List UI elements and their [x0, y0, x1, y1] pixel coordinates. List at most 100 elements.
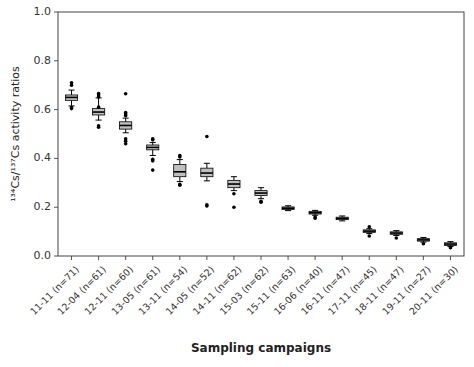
flier: [232, 192, 236, 196]
y-tick: [54, 109, 58, 110]
whisker-high: [179, 160, 180, 165]
whisker-low: [125, 129, 126, 133]
box-group: [228, 177, 240, 209]
box: [417, 239, 429, 241]
median: [390, 232, 402, 234]
box: [363, 230, 375, 232]
box-group: [65, 81, 77, 110]
whisker-high: [71, 90, 72, 95]
whisker-high: [233, 177, 234, 181]
flier: [70, 106, 74, 110]
flier: [124, 92, 128, 96]
cap-high: [285, 205, 291, 206]
flier: [259, 201, 263, 205]
cap-high: [123, 118, 129, 119]
whisker-low: [71, 100, 72, 106]
median: [417, 239, 429, 241]
box-group: [363, 225, 375, 238]
cap-high: [393, 230, 399, 231]
x-tick: [98, 256, 99, 260]
box: [147, 145, 159, 150]
x-tick: [152, 256, 153, 260]
x-tick: [179, 256, 180, 260]
median: [147, 147, 159, 149]
cap-low: [366, 233, 372, 234]
flier: [395, 236, 399, 240]
median: [336, 218, 348, 220]
box: [444, 243, 456, 246]
x-tick: [206, 256, 207, 260]
cap-high: [339, 215, 345, 216]
box-group: [444, 242, 456, 250]
y-tick-label: 0.0: [34, 249, 52, 262]
box-group: [417, 237, 429, 245]
cap-low: [150, 155, 156, 156]
plot-frame: [58, 12, 464, 256]
median: [363, 230, 375, 232]
box: [309, 211, 321, 214]
whisker-low: [152, 150, 153, 156]
flier: [151, 138, 155, 142]
flier: [205, 203, 209, 207]
box-group: [147, 137, 159, 172]
median: [309, 212, 321, 214]
flier: [232, 205, 236, 209]
flier: [124, 111, 128, 115]
x-tick: [450, 256, 451, 260]
x-tick: [342, 256, 343, 260]
x-axis-label: Sampling campaigns: [191, 341, 331, 355]
flier: [205, 135, 209, 139]
flier: [178, 183, 182, 187]
x-tick: [71, 256, 72, 260]
whisker-low: [179, 177, 180, 182]
median: [201, 172, 213, 174]
flier: [449, 246, 453, 250]
cap-high: [177, 159, 183, 160]
cap-low: [231, 190, 237, 191]
flier: [151, 137, 155, 141]
median: [228, 183, 240, 185]
x-tick: [233, 256, 234, 260]
cap-high: [447, 241, 453, 242]
cap-low: [285, 210, 291, 211]
flier: [151, 168, 155, 172]
box-group: [282, 206, 294, 211]
x-tick: [261, 256, 262, 260]
x-tick: [396, 256, 397, 260]
flier: [178, 182, 182, 186]
flier: [97, 124, 101, 128]
cap-low: [204, 180, 210, 181]
cap-low: [339, 220, 345, 221]
median: [120, 125, 132, 127]
median: [444, 243, 456, 245]
cap-high: [68, 90, 74, 91]
box: [282, 207, 294, 209]
y-tick: [54, 12, 58, 13]
chart: 0.00.20.40.60.81.0¹³⁴Cs/¹³⁷Cs activity r…: [0, 0, 474, 367]
cap-high: [231, 176, 237, 177]
box: [228, 180, 240, 187]
y-axis-label: ¹³⁴Cs/¹³⁷Cs activity ratios: [9, 66, 22, 202]
cap-high: [420, 237, 426, 238]
y-tick-label: 0.6: [34, 103, 52, 116]
y-tick: [54, 256, 58, 257]
box-group: [309, 210, 321, 220]
flier: [178, 154, 182, 158]
x-tick: [125, 256, 126, 260]
x-tick-label: 20-11 (n=30): [407, 264, 460, 317]
cap-high: [258, 187, 264, 188]
box: [174, 165, 186, 177]
flier: [70, 81, 74, 85]
whisker-high: [206, 163, 207, 168]
y-tick: [54, 158, 58, 159]
box-group: [120, 92, 132, 146]
cap-low: [177, 181, 183, 182]
cap-high: [204, 163, 210, 164]
y-tick-label: 0.2: [34, 200, 52, 213]
cap-high: [150, 142, 156, 143]
flier: [259, 200, 263, 204]
box: [201, 168, 213, 177]
box-group: [390, 231, 402, 240]
cap-low: [96, 120, 102, 121]
box-group: [93, 92, 105, 129]
